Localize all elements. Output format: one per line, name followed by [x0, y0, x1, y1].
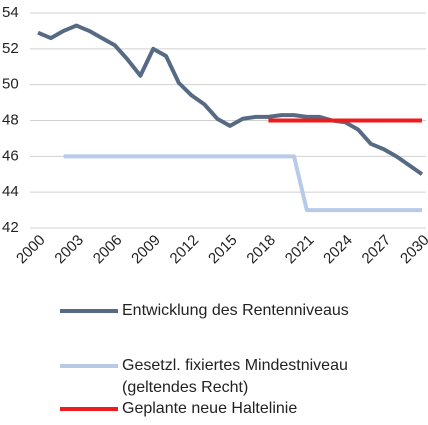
legend-label: Gesetzl. fixiertes Mindestniveau (gelten… — [122, 357, 348, 396]
line — [37, 23, 424, 176]
legend-label: Geplante neue Haltelinie — [122, 400, 298, 417]
x-tick-label: 2024 — [320, 232, 356, 268]
x-tick-label: 2012 — [167, 232, 203, 268]
y-tick-label: 50 — [2, 76, 19, 93]
x-tick-label: 2006 — [90, 232, 126, 268]
legend-swatch — [60, 364, 118, 368]
line — [63, 154, 422, 213]
x-tick-label: 2003 — [51, 232, 87, 268]
x-tick-label: 2015 — [205, 232, 241, 268]
legend-label: Entwicklung des Rentenniveaus — [122, 302, 349, 319]
y-tick-label: 54 — [2, 4, 19, 21]
legend-item: Entwicklung des Rentenniveaus — [60, 300, 392, 322]
y-tick-label: 42 — [2, 219, 19, 236]
x-tick-label: 2027 — [359, 232, 395, 268]
legend-swatch — [60, 309, 118, 313]
y-tick-label: 44 — [2, 183, 19, 200]
x-tick-label: 2009 — [128, 232, 164, 268]
y-tick-label: 48 — [2, 111, 19, 128]
y-tick-label: 46 — [2, 147, 19, 164]
y-tick-label: 52 — [2, 40, 19, 57]
legend-item: Gesetzl. fixiertes Mindestniveau (gelten… — [60, 355, 392, 399]
legend-item: Geplante neue Haltelinie — [60, 398, 392, 420]
x-tick-label: 2000 — [13, 232, 49, 268]
x-tick-label: 2021 — [282, 232, 318, 268]
x-tick-label: 2018 — [243, 232, 279, 268]
x-tick-label: 2030 — [397, 232, 428, 268]
legend-swatch — [60, 407, 118, 411]
